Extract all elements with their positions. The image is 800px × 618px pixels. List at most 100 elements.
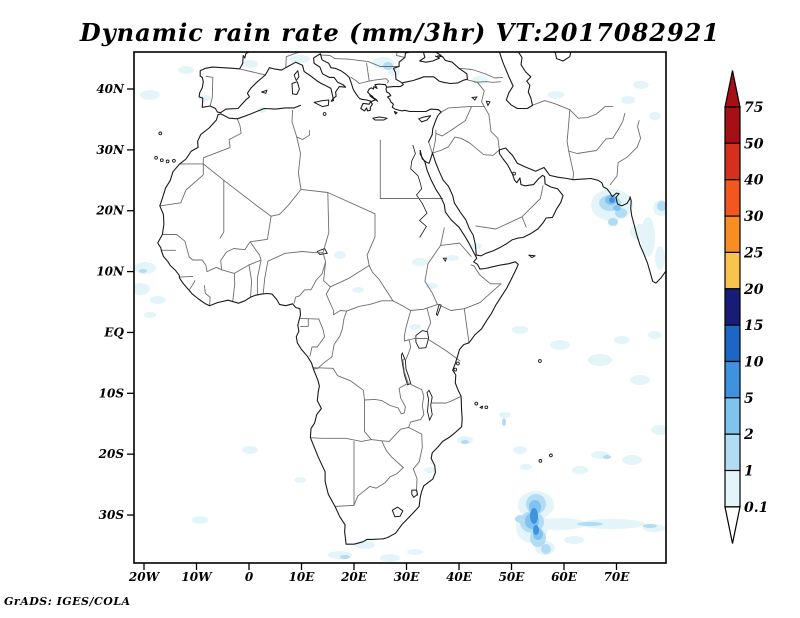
y-tick-label: 20S	[98, 447, 125, 461]
coastline	[420, 52, 440, 62]
country-border	[234, 260, 261, 273]
island-outline	[262, 90, 267, 93]
x-tick-label: 0	[245, 570, 254, 584]
country-border	[484, 107, 499, 150]
rain-patch	[520, 464, 532, 470]
country-border	[294, 262, 326, 303]
colorbar-segment	[725, 471, 740, 507]
rain-patch	[424, 467, 436, 473]
country-border	[292, 110, 297, 137]
country-border	[354, 468, 403, 506]
credit-text: GrADS: IGES/COLA	[4, 595, 131, 608]
rain-patch	[548, 91, 564, 99]
colorbar-label: 25	[743, 245, 763, 261]
country-border	[301, 318, 319, 319]
country-border	[393, 301, 438, 311]
country-border	[323, 253, 330, 287]
country-border	[476, 186, 543, 229]
coastlines	[155, 52, 669, 544]
lake-outline	[427, 390, 432, 420]
rain-patch	[633, 81, 649, 89]
country-border	[263, 261, 268, 293]
rain-patch	[355, 541, 375, 549]
coastline	[420, 151, 432, 164]
rain-patch	[461, 440, 469, 444]
country-border	[441, 107, 484, 113]
country-border	[250, 216, 271, 242]
y-tick-label: 10S	[99, 386, 125, 400]
rain-patch	[499, 412, 511, 418]
colorbar-label: 50	[744, 136, 764, 152]
small-island	[159, 132, 162, 135]
rain-patch	[409, 324, 421, 330]
country-border	[429, 142, 433, 153]
country-borders	[160, 49, 641, 507]
country-border	[409, 390, 424, 428]
rain-patch	[340, 555, 350, 559]
y-tick-label: 10N	[96, 265, 125, 279]
y-tick-label: 40N	[96, 82, 125, 96]
colorbar-label: 30	[744, 209, 764, 225]
colorbar-arrow-bottom	[725, 507, 740, 544]
lake-outline	[416, 331, 429, 349]
small-island	[539, 360, 542, 363]
country-border	[427, 308, 431, 331]
x-tick-label: 70E	[604, 570, 631, 584]
rain-patch	[603, 455, 611, 459]
rain-patch	[407, 549, 423, 555]
country-border	[206, 76, 213, 106]
country-border	[313, 368, 375, 400]
country-border	[610, 121, 640, 185]
country-border	[249, 265, 252, 297]
island-outline	[314, 100, 329, 107]
country-border	[334, 301, 393, 315]
coastline	[265, 54, 386, 111]
map-frame	[134, 52, 666, 563]
x-tick-label: 30E	[394, 570, 421, 584]
rain-patch	[334, 251, 346, 259]
x-tick-label: 40E	[446, 570, 473, 584]
country-border	[567, 110, 573, 180]
rain-patch	[383, 62, 393, 70]
colorbar-label: 20	[743, 282, 764, 298]
country-border	[375, 383, 408, 414]
x-axis: 20W10W010E20E30E40E50E60E70E	[128, 563, 630, 584]
country-border	[323, 193, 329, 253]
rain-patch	[533, 525, 539, 535]
colorbar-label: 10	[744, 355, 764, 371]
island-outline	[292, 82, 299, 95]
island-outline	[294, 71, 299, 81]
grads-rain-plot: Dynamic rain rate (mm/3hr) VT:2017082921…	[0, 0, 800, 618]
country-border	[310, 438, 371, 442]
rain-patch	[150, 296, 166, 304]
colorbar-label: 5	[744, 391, 754, 407]
small-island	[550, 454, 553, 457]
country-border	[207, 267, 234, 273]
colorbar-segment	[725, 398, 740, 434]
island-outline	[412, 490, 418, 497]
rain-patch	[139, 269, 147, 273]
country-border	[369, 266, 393, 301]
plot-title: Dynamic rain rate (mm/3hr) VT:2017082921	[0, 18, 800, 47]
rain-patch	[352, 287, 364, 293]
lakes	[317, 97, 490, 420]
country-border	[326, 287, 333, 315]
rain-patch	[140, 90, 160, 100]
rain-shading	[130, 55, 669, 562]
small-island	[155, 156, 158, 159]
country-border	[436, 129, 453, 136]
country-border	[190, 281, 195, 290]
country-border	[189, 257, 207, 272]
rain-patch	[144, 312, 156, 318]
small-island	[485, 406, 488, 409]
rain-patch	[380, 554, 400, 562]
colorbar-label: 1	[744, 464, 754, 480]
country-border	[297, 137, 301, 189]
coastline	[499, 148, 668, 283]
country-border	[330, 266, 369, 287]
lake-outline	[317, 249, 327, 255]
small-island	[539, 460, 542, 463]
small-island	[475, 402, 478, 405]
rain-patch	[290, 55, 310, 63]
colorbar-segment	[725, 289, 740, 325]
